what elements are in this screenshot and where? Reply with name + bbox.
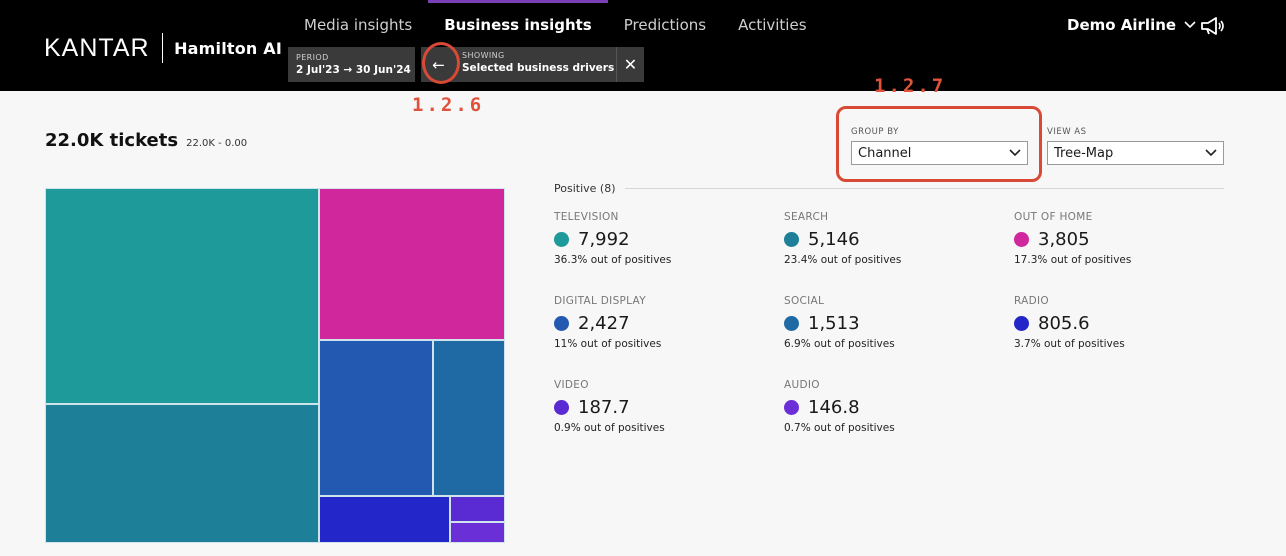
product-name: Hamilton AI <box>174 38 283 58</box>
legend-item-name: SEARCH <box>784 211 829 223</box>
tab-activities[interactable]: Activities <box>738 16 807 34</box>
annotation-label-group-by: 1.2.7 <box>874 75 947 97</box>
total-range: 22.0K - 0.00 <box>186 138 248 149</box>
legend-item-value: 187.7 <box>578 397 630 418</box>
positive-group-header: Positive (8) <box>554 182 1224 195</box>
group-by-value: Channel <box>858 145 912 161</box>
color-dot-icon <box>554 400 569 415</box>
legend-item-value: 7,992 <box>578 229 630 250</box>
legend-item-name: OUT OF HOME <box>1014 211 1093 223</box>
annotation-label-back: 1.2.6 <box>412 94 485 116</box>
legend-item-value: 1,513 <box>808 313 860 334</box>
legend-item-share: 36.3% out of positives <box>554 254 672 266</box>
treemap-tile-video[interactable] <box>450 496 505 522</box>
tab-predictions[interactable]: Predictions <box>623 16 707 34</box>
group-by-control: GROUP BY Channel <box>851 127 1028 165</box>
showing-value: Selected business drivers <box>462 62 615 74</box>
treemap-tile-social[interactable] <box>433 340 505 496</box>
group-by-select[interactable]: Channel <box>851 141 1028 165</box>
treemap-tile-out-of-home[interactable] <box>319 188 505 340</box>
legend-item-video[interactable]: VIDEO 187.7 0.9% out of positives <box>554 379 754 434</box>
legend-item-audio[interactable]: AUDIO 146.8 0.7% out of positives <box>784 379 984 434</box>
group-by-caption: GROUP BY <box>851 127 899 137</box>
view-as-caption: VIEW AS <box>1047 127 1087 137</box>
megaphone-icon[interactable] <box>1199 15 1225 37</box>
positive-group-label: Positive (8) <box>554 182 616 195</box>
chevron-down-icon <box>1009 149 1021 157</box>
legend-item-name: AUDIO <box>784 379 820 391</box>
brand-name: KANTAR <box>44 33 150 62</box>
account-menu[interactable]: Demo Airline <box>1067 16 1196 34</box>
legend-item-radio[interactable]: RADIO 805.6 3.7% out of positives <box>1014 295 1214 350</box>
legend-item-name: DIGITAL DISPLAY <box>554 295 646 307</box>
showing-filter[interactable]: SHOWING Selected business drivers <box>456 47 616 82</box>
account-name: Demo Airline <box>1067 16 1177 34</box>
ticket-total: 22.0K tickets 22.0K - 0.00 <box>45 130 247 151</box>
treemap-tile-search[interactable] <box>45 404 319 543</box>
legend-item-share: 23.4% out of positives <box>784 254 902 266</box>
legend-item-share: 0.7% out of positives <box>784 422 895 434</box>
legend-item-name: TELEVISION <box>554 211 619 223</box>
channel-treemap <box>45 188 505 543</box>
close-icon: ✕ <box>623 55 638 74</box>
legend-item-television[interactable]: TELEVISION 7,992 36.3% out of positives <box>554 211 754 266</box>
treemap-tile-radio[interactable] <box>319 496 450 543</box>
legend-item-name: VIDEO <box>554 379 589 391</box>
color-dot-icon <box>784 232 799 247</box>
main-nav: Media insights Business insights Predict… <box>288 0 823 48</box>
legend-item-value: 3,805 <box>1038 229 1090 250</box>
color-dot-icon <box>1014 232 1029 247</box>
legend-item-name: RADIO <box>1014 295 1049 307</box>
legend-item-digital-display[interactable]: DIGITAL DISPLAY 2,427 11% out of positiv… <box>554 295 754 350</box>
legend-item-search[interactable]: SEARCH 5,146 23.4% out of positives <box>784 211 984 266</box>
legend-item-social[interactable]: SOCIAL 1,513 6.9% out of positives <box>784 295 984 350</box>
legend-item-value: 146.8 <box>808 397 860 418</box>
view-as-control: VIEW AS Tree-Map <box>1047 127 1224 165</box>
annotation-group-by-highlight <box>836 106 1042 182</box>
chevron-down-icon <box>1205 149 1217 157</box>
clear-filter-button[interactable]: ✕ <box>616 47 644 82</box>
legend-item-share: 17.3% out of positives <box>1014 254 1132 266</box>
view-as-value: Tree-Map <box>1054 145 1114 161</box>
color-dot-icon <box>784 316 799 331</box>
legend-item-share: 6.9% out of positives <box>784 338 895 350</box>
legend-item-share: 11% out of positives <box>554 338 662 350</box>
treemap-tile-television[interactable] <box>45 188 319 404</box>
period-caption: PERIOD <box>296 53 329 62</box>
app-logo[interactable]: KANTAR Hamilton AI <box>44 33 282 63</box>
period-filter[interactable]: PERIOD 2 Jul'23 → 30 Jun'24 <box>288 47 415 82</box>
tab-media-insights[interactable]: Media insights <box>304 16 413 34</box>
showing-caption: SHOWING <box>462 51 505 60</box>
legend-item-value: 2,427 <box>578 313 630 334</box>
chevron-down-icon <box>1184 18 1196 32</box>
treemap-tile-audio[interactable] <box>450 522 505 543</box>
legend-item-share: 3.7% out of positives <box>1014 338 1125 350</box>
legend-item-name: SOCIAL <box>784 295 825 307</box>
divider <box>625 188 1224 189</box>
color-dot-icon <box>784 400 799 415</box>
legend-item-value: 805.6 <box>1038 313 1090 334</box>
view-as-select[interactable]: Tree-Map <box>1047 141 1224 165</box>
logo-divider <box>161 33 164 63</box>
annotation-back-highlight <box>422 42 460 84</box>
period-value: 2 Jul'23 → 30 Jun'24 <box>296 64 411 76</box>
tab-business-insights[interactable]: Business insights <box>428 0 608 48</box>
treemap-tile-digital-display[interactable] <box>319 340 433 496</box>
legend-item-share: 0.9% out of positives <box>554 422 665 434</box>
color-dot-icon <box>1014 316 1029 331</box>
top-header: KANTAR Hamilton AI Media insights Busine… <box>0 0 1286 91</box>
total-value: 22.0K tickets <box>45 130 179 151</box>
color-dot-icon <box>554 316 569 331</box>
legend-item-value: 5,146 <box>808 229 860 250</box>
color-dot-icon <box>554 232 569 247</box>
legend-item-out-of-home[interactable]: OUT OF HOME 3,805 17.3% out of positives <box>1014 211 1214 266</box>
